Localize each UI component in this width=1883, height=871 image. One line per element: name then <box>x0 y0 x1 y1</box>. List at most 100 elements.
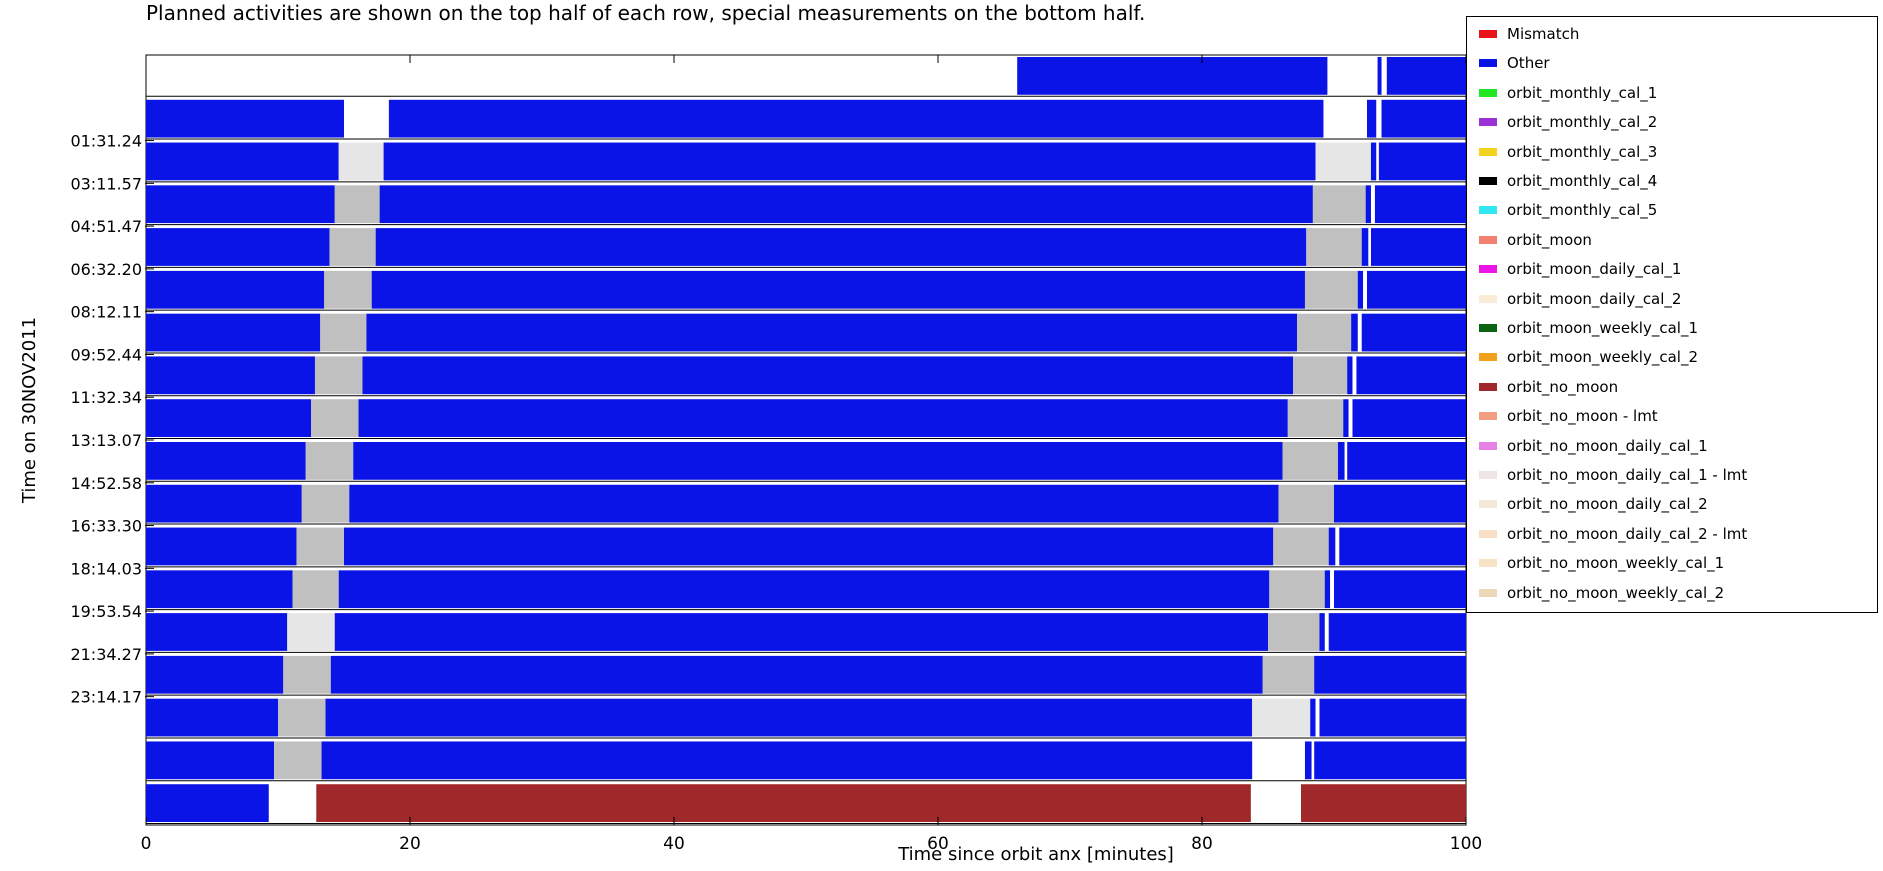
timeline-segment <box>353 442 1283 480</box>
y-tick-label: 14:52.58 <box>70 474 142 493</box>
legend-swatch <box>1479 353 1497 362</box>
y-tick-label: 06:32.20 <box>70 260 142 279</box>
timeline-segment <box>334 185 380 224</box>
timeline-segment <box>1282 442 1338 480</box>
x-tick-label: 80 <box>1191 834 1213 854</box>
y-tick-label: 03:11.57 <box>70 174 142 193</box>
legend-swatch <box>1479 500 1497 509</box>
timeline-segment <box>1378 142 1466 181</box>
timeline-segment <box>316 784 1251 822</box>
legend-swatch <box>1479 471 1497 479</box>
timeline-segment <box>1324 570 1331 609</box>
timeline-segment <box>278 698 326 737</box>
timeline-segment <box>1268 613 1320 651</box>
legend-item: orbit_moon_daily_cal_1 <box>1479 256 1681 282</box>
timeline-segment <box>1314 655 1466 694</box>
legend-item: orbit_no_moon_daily_cal_1 - lmt <box>1479 462 1747 488</box>
timeline-segment <box>1361 313 1466 352</box>
timeline-segment <box>146 399 311 437</box>
timeline-segment <box>1287 399 1344 437</box>
timeline-segment <box>1370 142 1377 181</box>
y-tick-label: 08:12.11 <box>70 303 142 322</box>
timeline-segment <box>1328 613 1466 651</box>
legend-label: orbit_monthly_cal_5 <box>1507 201 1658 220</box>
timeline-segment <box>1315 142 1371 181</box>
timeline-segment <box>146 99 344 138</box>
legend-swatch <box>1479 324 1497 332</box>
legend-item: orbit_no_moon_daily_cal_2 - lmt <box>1479 521 1747 547</box>
y-tick-label: 09:52.44 <box>70 345 142 364</box>
timeline-segment <box>296 527 344 566</box>
timeline-segment <box>146 570 293 609</box>
y-axis-title: Time on 30NOV2011 <box>19 317 40 504</box>
x-tick-label: 100 <box>1450 834 1482 854</box>
x-tick-label: 60 <box>927 834 949 854</box>
x-tick-label: 0 <box>141 834 152 854</box>
legend-swatch <box>1479 88 1497 97</box>
legend-swatch <box>1479 559 1497 568</box>
timeline-segment <box>146 741 275 780</box>
timeline-segment <box>1269 570 1325 609</box>
legend-swatch <box>1479 30 1497 38</box>
timeline-segment <box>1278 484 1334 523</box>
timeline-segment <box>1347 442 1466 480</box>
timeline-segment <box>1310 698 1316 737</box>
timeline-segment <box>1352 399 1466 437</box>
chart-subtitle: Planned activities are shown on the top … <box>146 1 1146 25</box>
legend-label: orbit_monthly_cal_3 <box>1507 142 1658 161</box>
timeline-segment <box>321 741 1253 780</box>
timeline-segment <box>1293 356 1348 395</box>
timeline-segment <box>274 741 322 780</box>
legend-item: orbit_monthly_cal_5 <box>1479 197 1657 223</box>
x-axis-title: Time since orbit anx [minutes] <box>897 844 1174 865</box>
timeline-segment <box>1017 57 1328 95</box>
timeline-segment <box>1347 356 1353 395</box>
timeline-segment <box>1312 185 1366 224</box>
timeline-segment <box>349 484 1279 523</box>
legend-item: orbit_moon_weekly_cal_1 <box>1479 315 1698 341</box>
legend-label: orbit_monthly_cal_4 <box>1507 172 1658 190</box>
legend-label: orbit_no_moon_daily_cal_1 <box>1507 436 1708 455</box>
timeline-segment <box>146 527 297 566</box>
legend-item: orbit_no_moon <box>1479 374 1618 400</box>
legend-swatch <box>1479 441 1497 450</box>
axes: 0 20 40 60 80 100 01:31.24 03:11.57 04:51.47 06:3… <box>70 55 1482 854</box>
timeline-segment <box>146 655 284 694</box>
timeline-segment <box>1328 527 1336 566</box>
legend-swatch <box>1479 177 1497 185</box>
legend-label: orbit_moon_weekly_cal_2 <box>1507 348 1698 367</box>
legend-item: Mismatch <box>1479 21 1579 47</box>
y-tick-label: 01:31.24 <box>70 132 142 151</box>
legend-label: orbit_no_moon <box>1507 377 1619 396</box>
legend-label: orbit_moon <box>1507 230 1592 249</box>
legend-swatch <box>1479 235 1497 244</box>
timeline-segment <box>366 313 1298 352</box>
timeline-segment <box>325 698 1253 737</box>
timeline-segment <box>324 270 372 309</box>
timeline-segment <box>283 655 331 694</box>
timeline-segment <box>375 228 1307 266</box>
timeline-segment <box>146 484 302 523</box>
legend-swatch <box>1479 294 1497 303</box>
legend-swatch <box>1479 529 1497 538</box>
legend-label: orbit_no_moon_weekly_cal_2 <box>1507 583 1725 602</box>
legend-item: orbit_monthly_cal_1 <box>1479 80 1657 106</box>
timeline-segment <box>388 99 1324 138</box>
timeline-segment <box>330 655 1263 694</box>
legend-label: orbit_moon_weekly_cal_1 <box>1507 319 1698 337</box>
timeline-segment <box>292 570 339 609</box>
timeline-rows <box>146 57 1466 824</box>
timeline-segment <box>1356 356 1466 395</box>
timeline-segment <box>383 142 1316 181</box>
plot-area <box>145 54 1467 826</box>
legend-item: orbit_moon_weekly_cal_2 <box>1479 344 1698 370</box>
timeline-segment <box>1334 570 1466 609</box>
timeline-segment <box>1351 313 1358 352</box>
timeline-segment <box>1367 270 1466 309</box>
legend-item: orbit_no_moon_daily_cal_1 <box>1479 433 1708 459</box>
timeline-segment <box>329 228 376 266</box>
y-tick-label: 21:34.27 <box>70 645 142 664</box>
timeline-segment <box>1262 655 1315 694</box>
legend-swatch <box>1479 118 1497 127</box>
timeline-segment <box>1304 741 1312 780</box>
